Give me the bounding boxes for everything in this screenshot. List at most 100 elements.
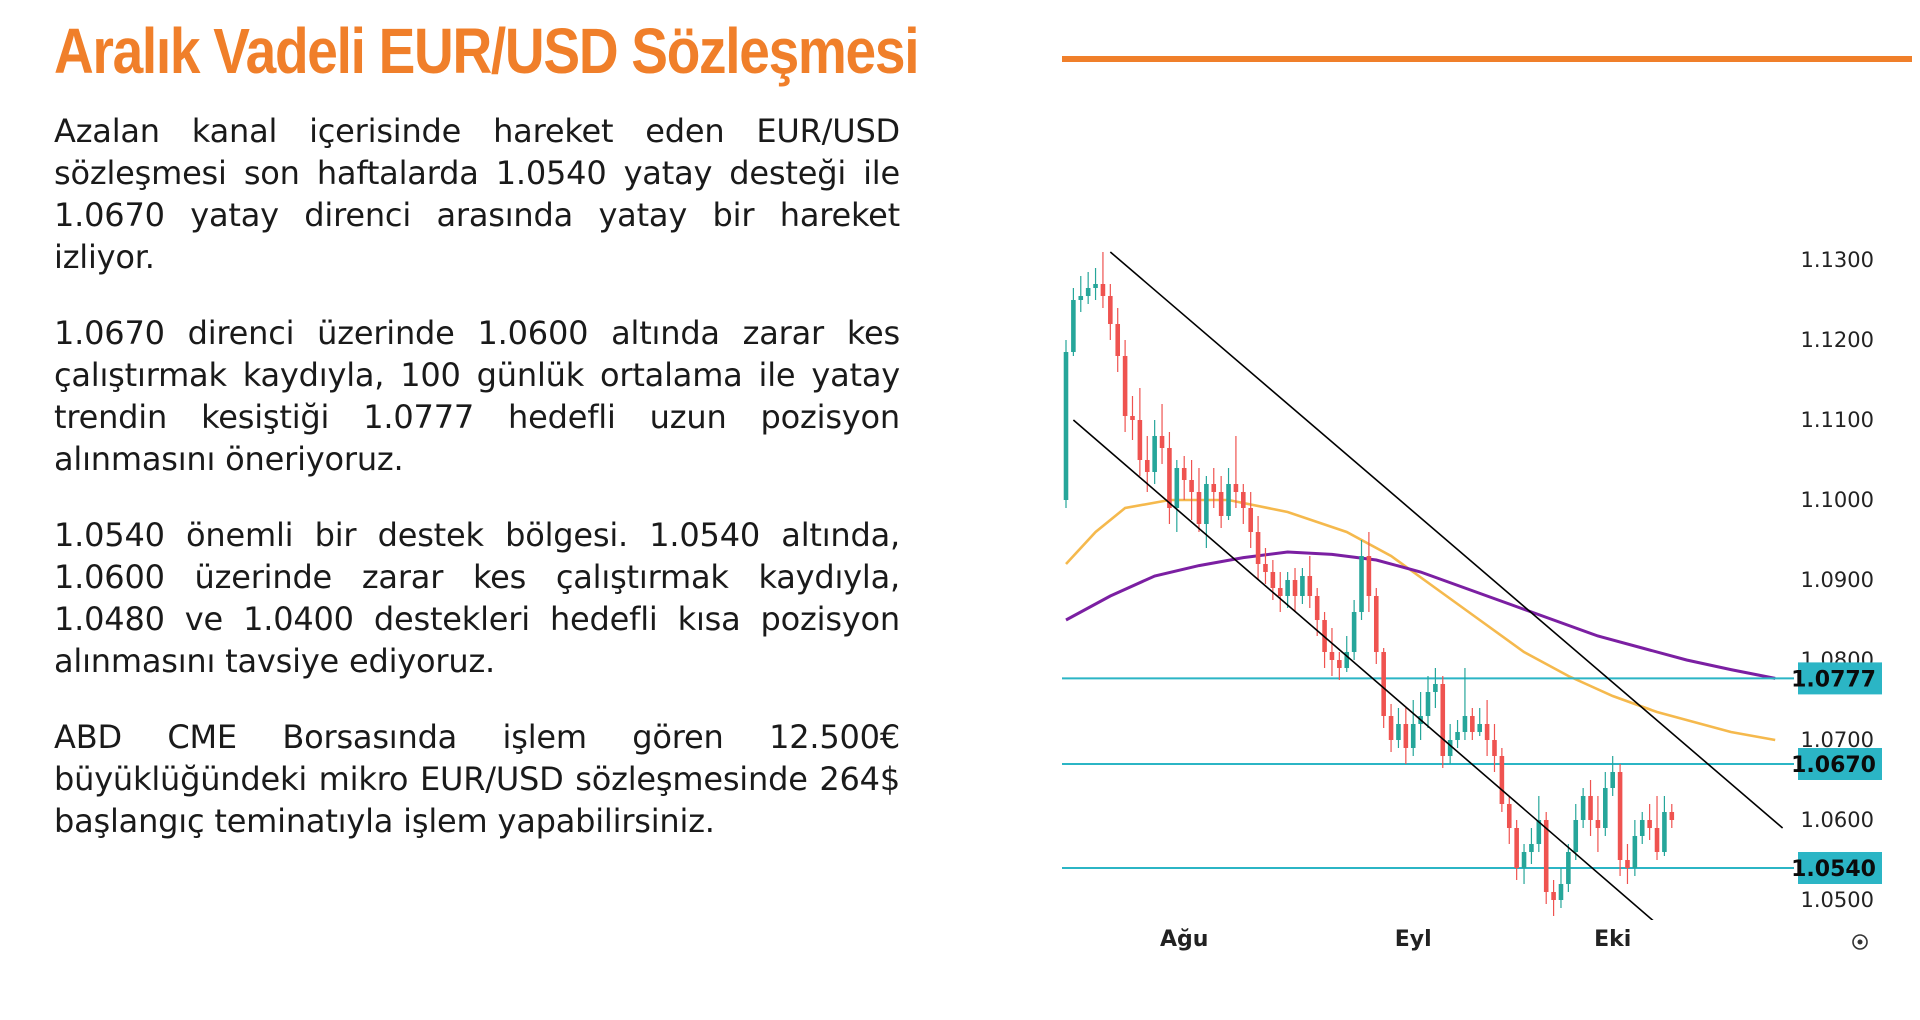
candle-body <box>1455 732 1460 740</box>
level-label: 1.0540 <box>1791 857 1876 882</box>
candle-body <box>1063 352 1069 500</box>
y-tick-label: 1.0600 <box>1801 808 1874 832</box>
x-tick-label: Eyl <box>1395 927 1432 952</box>
candle-body <box>1558 884 1564 900</box>
candlestick-chart-svg: 1.13001.12001.11001.10001.09001.08001.07… <box>1062 248 1882 952</box>
candle-body <box>1381 652 1386 716</box>
paragraph-long-setup: 1.0670 direnci üzerinde 1.0600 altında z… <box>54 314 900 478</box>
candle-body <box>1130 416 1135 420</box>
y-tick-label: 1.1000 <box>1801 488 1874 512</box>
candle-body <box>1470 716 1475 732</box>
candle-body <box>1536 820 1542 844</box>
paragraph-short-setup: 1.0540 önemli bir destek bölgesi. 1.0540… <box>54 516 900 680</box>
title-divider <box>1062 56 1912 62</box>
candle-body <box>1071 300 1076 352</box>
candle-body <box>1543 820 1549 892</box>
candle-body <box>1396 724 1401 740</box>
candle-body <box>1189 480 1194 492</box>
ma-long-line <box>1065 550 1776 680</box>
candle-body <box>1588 796 1593 820</box>
candle-body <box>1211 484 1217 492</box>
paragraph-margin-info: ABD CME Borsasında işlem gören 12.500€ b… <box>54 718 900 840</box>
candle-body <box>1359 556 1364 612</box>
candle-body <box>1440 684 1446 756</box>
candle-body <box>1078 296 1084 300</box>
candle-body <box>1462 716 1468 732</box>
candle-body <box>1270 572 1276 588</box>
candle-body <box>1351 612 1357 652</box>
candle-body <box>1580 796 1586 820</box>
candle-body <box>1477 724 1483 732</box>
x-tick-label: Eki <box>1594 927 1631 952</box>
candle-body <box>1181 468 1187 480</box>
candle-body <box>1196 492 1202 524</box>
candle-body <box>1551 892 1556 900</box>
candle-body <box>1639 820 1645 836</box>
candle-body <box>1248 508 1253 532</box>
level-labels: 1.0777 1.0670 1.0540 <box>1791 662 1882 884</box>
page-title: Aralık Vadeli EUR/USD Sözleşmesi <box>54 15 919 87</box>
candle-body <box>1100 284 1106 296</box>
candle-body <box>1566 852 1571 884</box>
candle-body <box>1514 828 1519 868</box>
candle-body <box>1425 692 1431 716</box>
candle-body <box>1506 804 1512 828</box>
channel-line-1 <box>1072 419 1654 920</box>
ma-short-line <box>1065 498 1776 742</box>
candle-body <box>1277 588 1283 596</box>
candle-body <box>1218 492 1224 516</box>
moving-averages <box>1065 498 1776 742</box>
candle-body <box>1610 772 1615 788</box>
settings-icon[interactable] <box>1852 934 1868 950</box>
candle-body <box>1300 576 1305 596</box>
candle-body <box>1307 576 1313 596</box>
candle-body <box>1603 788 1608 828</box>
level-label-box <box>1798 748 1882 780</box>
eurusd-chart: 1.1300 1.1200 1.1100 1.1000 1.0900 1.0800 1.07… <box>1062 240 1920 970</box>
candle-body <box>1573 820 1579 852</box>
candle-body <box>1204 484 1209 524</box>
candle-body <box>1337 660 1342 668</box>
candle-body <box>1241 492 1246 508</box>
candle-body <box>1499 756 1505 804</box>
candle-body <box>1617 772 1623 860</box>
candle-body <box>1662 812 1667 852</box>
channel-line-0 <box>1109 251 1784 829</box>
time-axis: Ağu Eyl Eki <box>1160 927 1631 952</box>
candle-body <box>1410 724 1416 748</box>
candle-body <box>1285 580 1290 596</box>
candles <box>1063 252 1675 916</box>
candle-body <box>1492 740 1497 756</box>
descending-channel <box>1072 251 1784 920</box>
candle-body <box>1366 556 1372 596</box>
candle-body <box>1521 852 1527 868</box>
price-axis: 1.13001.12001.11001.10001.09001.08001.07… <box>1801 248 1874 912</box>
candle-body <box>1403 724 1409 748</box>
candle-body <box>1085 288 1091 296</box>
level-label: 1.0670 <box>1791 753 1876 778</box>
candle-body <box>1373 596 1379 652</box>
candle-body <box>1226 484 1231 516</box>
candle-body <box>1433 684 1438 692</box>
candle-body <box>1108 296 1113 324</box>
candle-body <box>1115 324 1121 356</box>
candle-body <box>1529 844 1534 852</box>
candle-body <box>1292 580 1298 596</box>
candle-body <box>1255 532 1261 564</box>
y-tick-label: 1.1200 <box>1801 328 1874 352</box>
candle-body <box>1388 716 1394 740</box>
y-tick-label: 1.1300 <box>1801 248 1874 272</box>
candle-body <box>1159 436 1165 448</box>
candle-body <box>1174 468 1180 508</box>
candle-body <box>1152 436 1157 472</box>
y-tick-label: 1.0500 <box>1801 888 1874 912</box>
candle-body <box>1625 860 1630 868</box>
paragraph-channel: Azalan kanal içerisinde hareket eden EUR… <box>54 112 900 276</box>
candle-body <box>1122 356 1128 416</box>
candle-body <box>1647 820 1652 828</box>
candle-body <box>1314 596 1320 620</box>
candle-body <box>1632 836 1638 868</box>
candle-body <box>1654 828 1660 852</box>
candle-body <box>1329 652 1335 660</box>
candle-body <box>1263 564 1268 572</box>
